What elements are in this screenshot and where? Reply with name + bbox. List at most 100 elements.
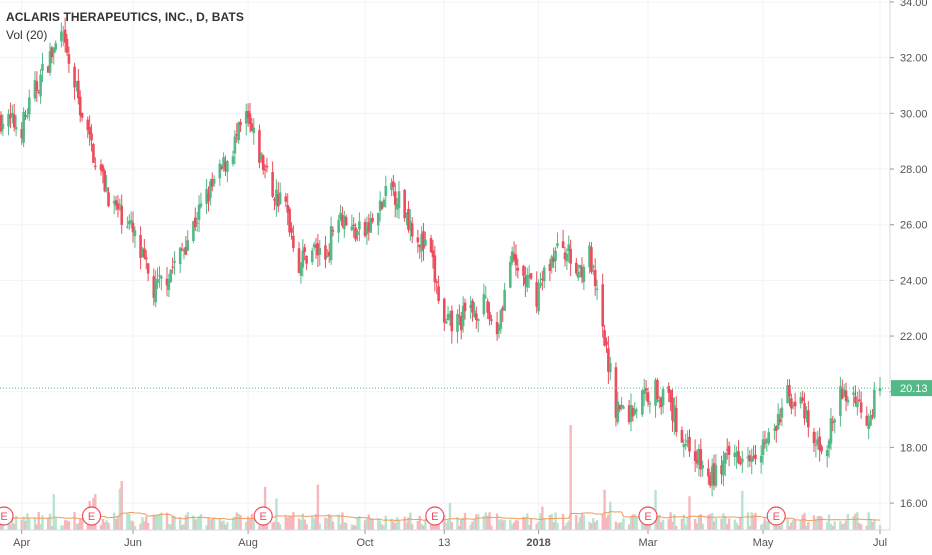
candle-body [344,217,348,226]
volume-bar [486,515,489,530]
volume-bar [576,522,580,530]
candle-body [622,406,625,409]
candle-body [463,302,467,312]
candle-body [271,172,274,197]
volume-bar [778,525,782,530]
candle-body [380,201,384,209]
candle-body [250,123,254,132]
candle-body [873,389,876,418]
volume-bar [252,518,255,530]
candle-body [616,401,620,423]
candle-body [763,442,767,444]
volume-bar [67,521,71,530]
candle-body [237,122,240,141]
volume-bar [248,518,252,530]
candle-body [495,321,499,335]
volume-indicator-label[interactable]: Vol (20) [6,28,48,42]
candle-body [754,454,757,459]
volume-bar [99,525,103,530]
volume-bar [171,516,174,530]
volume-bar [290,516,293,530]
volume-bar [550,513,553,530]
candle-body [73,66,76,88]
candle-body [173,260,176,263]
candle-body [20,128,24,139]
time-tick-label: Jul [873,537,887,549]
volume-bar [48,513,52,530]
candle-body [195,222,199,224]
candle-body [303,247,306,252]
time-tick-label: Oct [356,537,373,549]
candle-body [741,458,744,463]
candle-body [46,66,50,73]
volume-bar [218,517,222,530]
volume-bars [0,425,882,530]
candle-body [258,130,261,163]
volume-bar [618,522,621,530]
candle-body [0,114,3,132]
candle-body [646,392,650,403]
volume-bar [316,484,320,530]
volume-bar [141,517,144,530]
candle-body [501,307,505,311]
candle-body [371,218,374,222]
volume-bar [271,522,274,530]
candle-body [1,123,5,129]
price-tick-label: 22.00 [900,331,928,343]
volume-bar [593,522,597,530]
candle-body [75,83,78,85]
candle-body [722,460,725,476]
candle-body [859,402,863,413]
volume-bar [197,516,201,530]
volume-bar [394,523,397,530]
candle-body [126,226,129,228]
candle-body [697,448,701,465]
candle-body [33,80,37,99]
candle-body [127,220,131,225]
volume-bar [461,517,465,530]
volume-bar [856,512,859,530]
volume-bar [605,517,608,530]
candle-body [60,31,63,42]
volume-bar [563,525,567,530]
volume-bar [79,518,82,530]
candle-body [409,221,412,231]
candle-body [169,269,173,283]
volume-bar [831,525,835,530]
candle-body [829,418,833,444]
candle-body [537,286,540,312]
volume-bar [871,521,874,530]
volume-bar [101,518,105,530]
volume-bar [512,522,516,530]
candle-body [210,178,214,187]
volume-bar [737,525,740,530]
volume-bar [143,521,146,530]
volume-bar [825,522,829,530]
volume-bar [156,514,159,530]
volume-bar [407,517,410,530]
candle-body [63,29,67,43]
candle-body [156,279,159,283]
candle-body [450,310,454,332]
volume-bar [707,514,710,530]
volume-bar [803,512,806,530]
volume-bar [627,524,631,530]
candle-body [352,224,356,227]
candle-body [761,439,765,456]
volume-bar [392,521,395,530]
candle-body [369,217,373,233]
volume-bar [224,524,227,530]
volume-bar [129,520,133,530]
candle-body [688,436,691,452]
volume-bar [603,489,606,530]
candle-body [358,221,361,230]
volume-bar [422,525,425,530]
candle-body [805,411,808,415]
candle-body [235,134,239,136]
volume-bar [469,524,472,530]
candle-body [77,80,80,99]
earnings-circle [0,506,14,526]
candle-body [129,220,133,224]
volume-bar [444,522,448,530]
